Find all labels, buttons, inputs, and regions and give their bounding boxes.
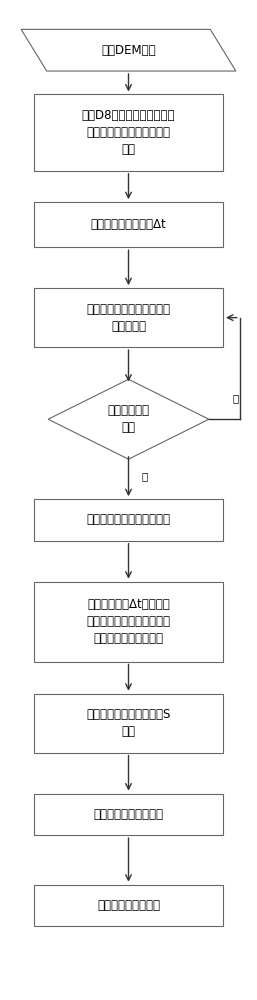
- Text: 输入DEM数据: 输入DEM数据: [101, 44, 156, 57]
- Polygon shape: [48, 379, 209, 459]
- Bar: [34, 582, 223, 662]
- Text: 计算无因次时段单位线: 计算无因次时段单位线: [94, 808, 163, 821]
- Text: 统计每个时段Δt内到达流
域出口的雨滴粒子个数和占
总粒子数的相对百分比: 统计每个时段Δt内到达流 域出口的雨滴粒子个数和占 总粒子数的相对百分比: [87, 598, 170, 645]
- Text: 确定单位线计算时段Δt: 确定单位线计算时段Δt: [91, 218, 166, 231]
- Bar: [34, 499, 223, 541]
- Bar: [34, 288, 223, 347]
- Bar: [34, 94, 223, 171]
- Text: 计算雨滴单步运动时间和累
积运动时间: 计算雨滴单步运动时间和累 积运动时间: [87, 303, 170, 333]
- Text: 是: 是: [141, 472, 148, 482]
- Polygon shape: [21, 29, 236, 71]
- Text: 循环下一雨滴重新开始计算: 循环下一雨滴重新开始计算: [87, 513, 170, 526]
- Bar: [34, 794, 223, 835]
- Text: 否: 否: [232, 394, 238, 404]
- Bar: [34, 885, 223, 926]
- Text: 根据D8算法计算流向，提取
水系，确定坡面栅格和沟道
栅格: 根据D8算法计算流向，提取 水系，确定坡面栅格和沟道 栅格: [82, 109, 175, 156]
- Text: 是否到达流域
出口: 是否到达流域 出口: [107, 404, 150, 434]
- Bar: [34, 694, 223, 753]
- Bar: [34, 202, 223, 247]
- Text: 计算得到时段单位线: 计算得到时段单位线: [97, 899, 160, 912]
- Text: 相对百分比依次相加得到S
曲线: 相对百分比依次相加得到S 曲线: [86, 708, 171, 738]
